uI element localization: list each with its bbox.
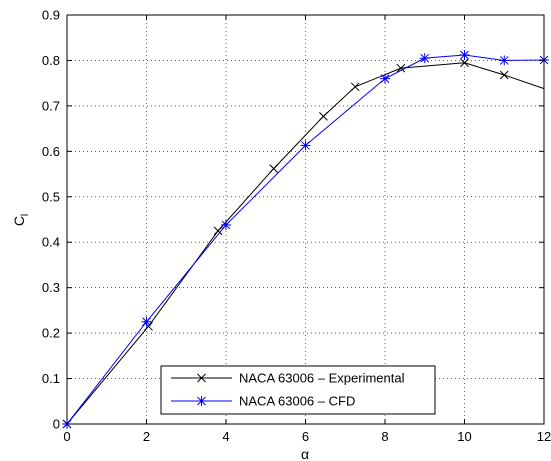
data-point [499, 55, 510, 66]
data-point [459, 49, 470, 60]
y-tick-label: 0.1 [42, 371, 60, 386]
y-tick-label: 0.3 [42, 280, 60, 295]
legend-marker [197, 373, 206, 383]
data-point [144, 321, 153, 331]
data-point [350, 82, 360, 92]
y-tick-label: 0.7 [42, 98, 60, 113]
data-point [380, 73, 390, 84]
y-axis-label-subscript: l [20, 214, 31, 216]
y-tick-label: 0.2 [42, 326, 60, 341]
legend-label: NACA 63006 – CFD [239, 394, 355, 409]
x-tick-label: 10 [457, 429, 471, 444]
x-tick-label: 12 [537, 429, 551, 444]
x-tick-label: 4 [222, 429, 229, 444]
y-tick-label: 0.9 [42, 8, 60, 23]
series-0 [62, 58, 545, 429]
legend: NACA 63006 – Experimental NACA 63006 – CF… [160, 365, 436, 415]
series-line [66, 62, 545, 425]
legend-label: NACA 63006 – Experimental [239, 371, 405, 386]
svg-text:Cl: Cl [11, 214, 31, 226]
data-point [141, 316, 152, 327]
y-tick-label: 0.5 [42, 189, 60, 204]
data-point [269, 164, 279, 173]
data-point [499, 70, 509, 80]
series-layer [62, 49, 549, 429]
y-axis-label: Cl [11, 214, 31, 226]
y-tick-label: 0 [53, 417, 60, 432]
y-tick-label: 0.4 [42, 235, 60, 250]
x-tick-label: 2 [143, 429, 150, 444]
data-point [419, 53, 430, 64]
x-tick-label: 8 [381, 429, 388, 444]
ticks [66, 14, 545, 425]
x-tick-label: 6 [302, 429, 309, 444]
data-point [221, 219, 231, 230]
data-point [300, 140, 311, 151]
series-1 [62, 49, 549, 429]
data-point [213, 226, 223, 236]
tick-labels: 0 2 4 6 8 10 12 0 0.1 0.2 0.3 0.4 0.5 0.6 0.7 0.8 0.9 [42, 8, 551, 445]
legend-entry-1: NACA 63006 – CFD [171, 394, 355, 409]
y-tick-label: 0.8 [42, 53, 60, 68]
legend-box [160, 365, 436, 415]
legend-marker [196, 396, 207, 406]
x-tick-label: 0 [63, 429, 70, 444]
data-point [319, 111, 328, 121]
y-tick-label: 0.6 [42, 144, 60, 159]
data-point [460, 58, 469, 68]
data-point [396, 63, 406, 73]
legend-entry-0: NACA 63006 – Experimental [171, 371, 405, 386]
x-axis-label: α [301, 446, 309, 461]
y-axis-label-main: C [11, 216, 27, 226]
